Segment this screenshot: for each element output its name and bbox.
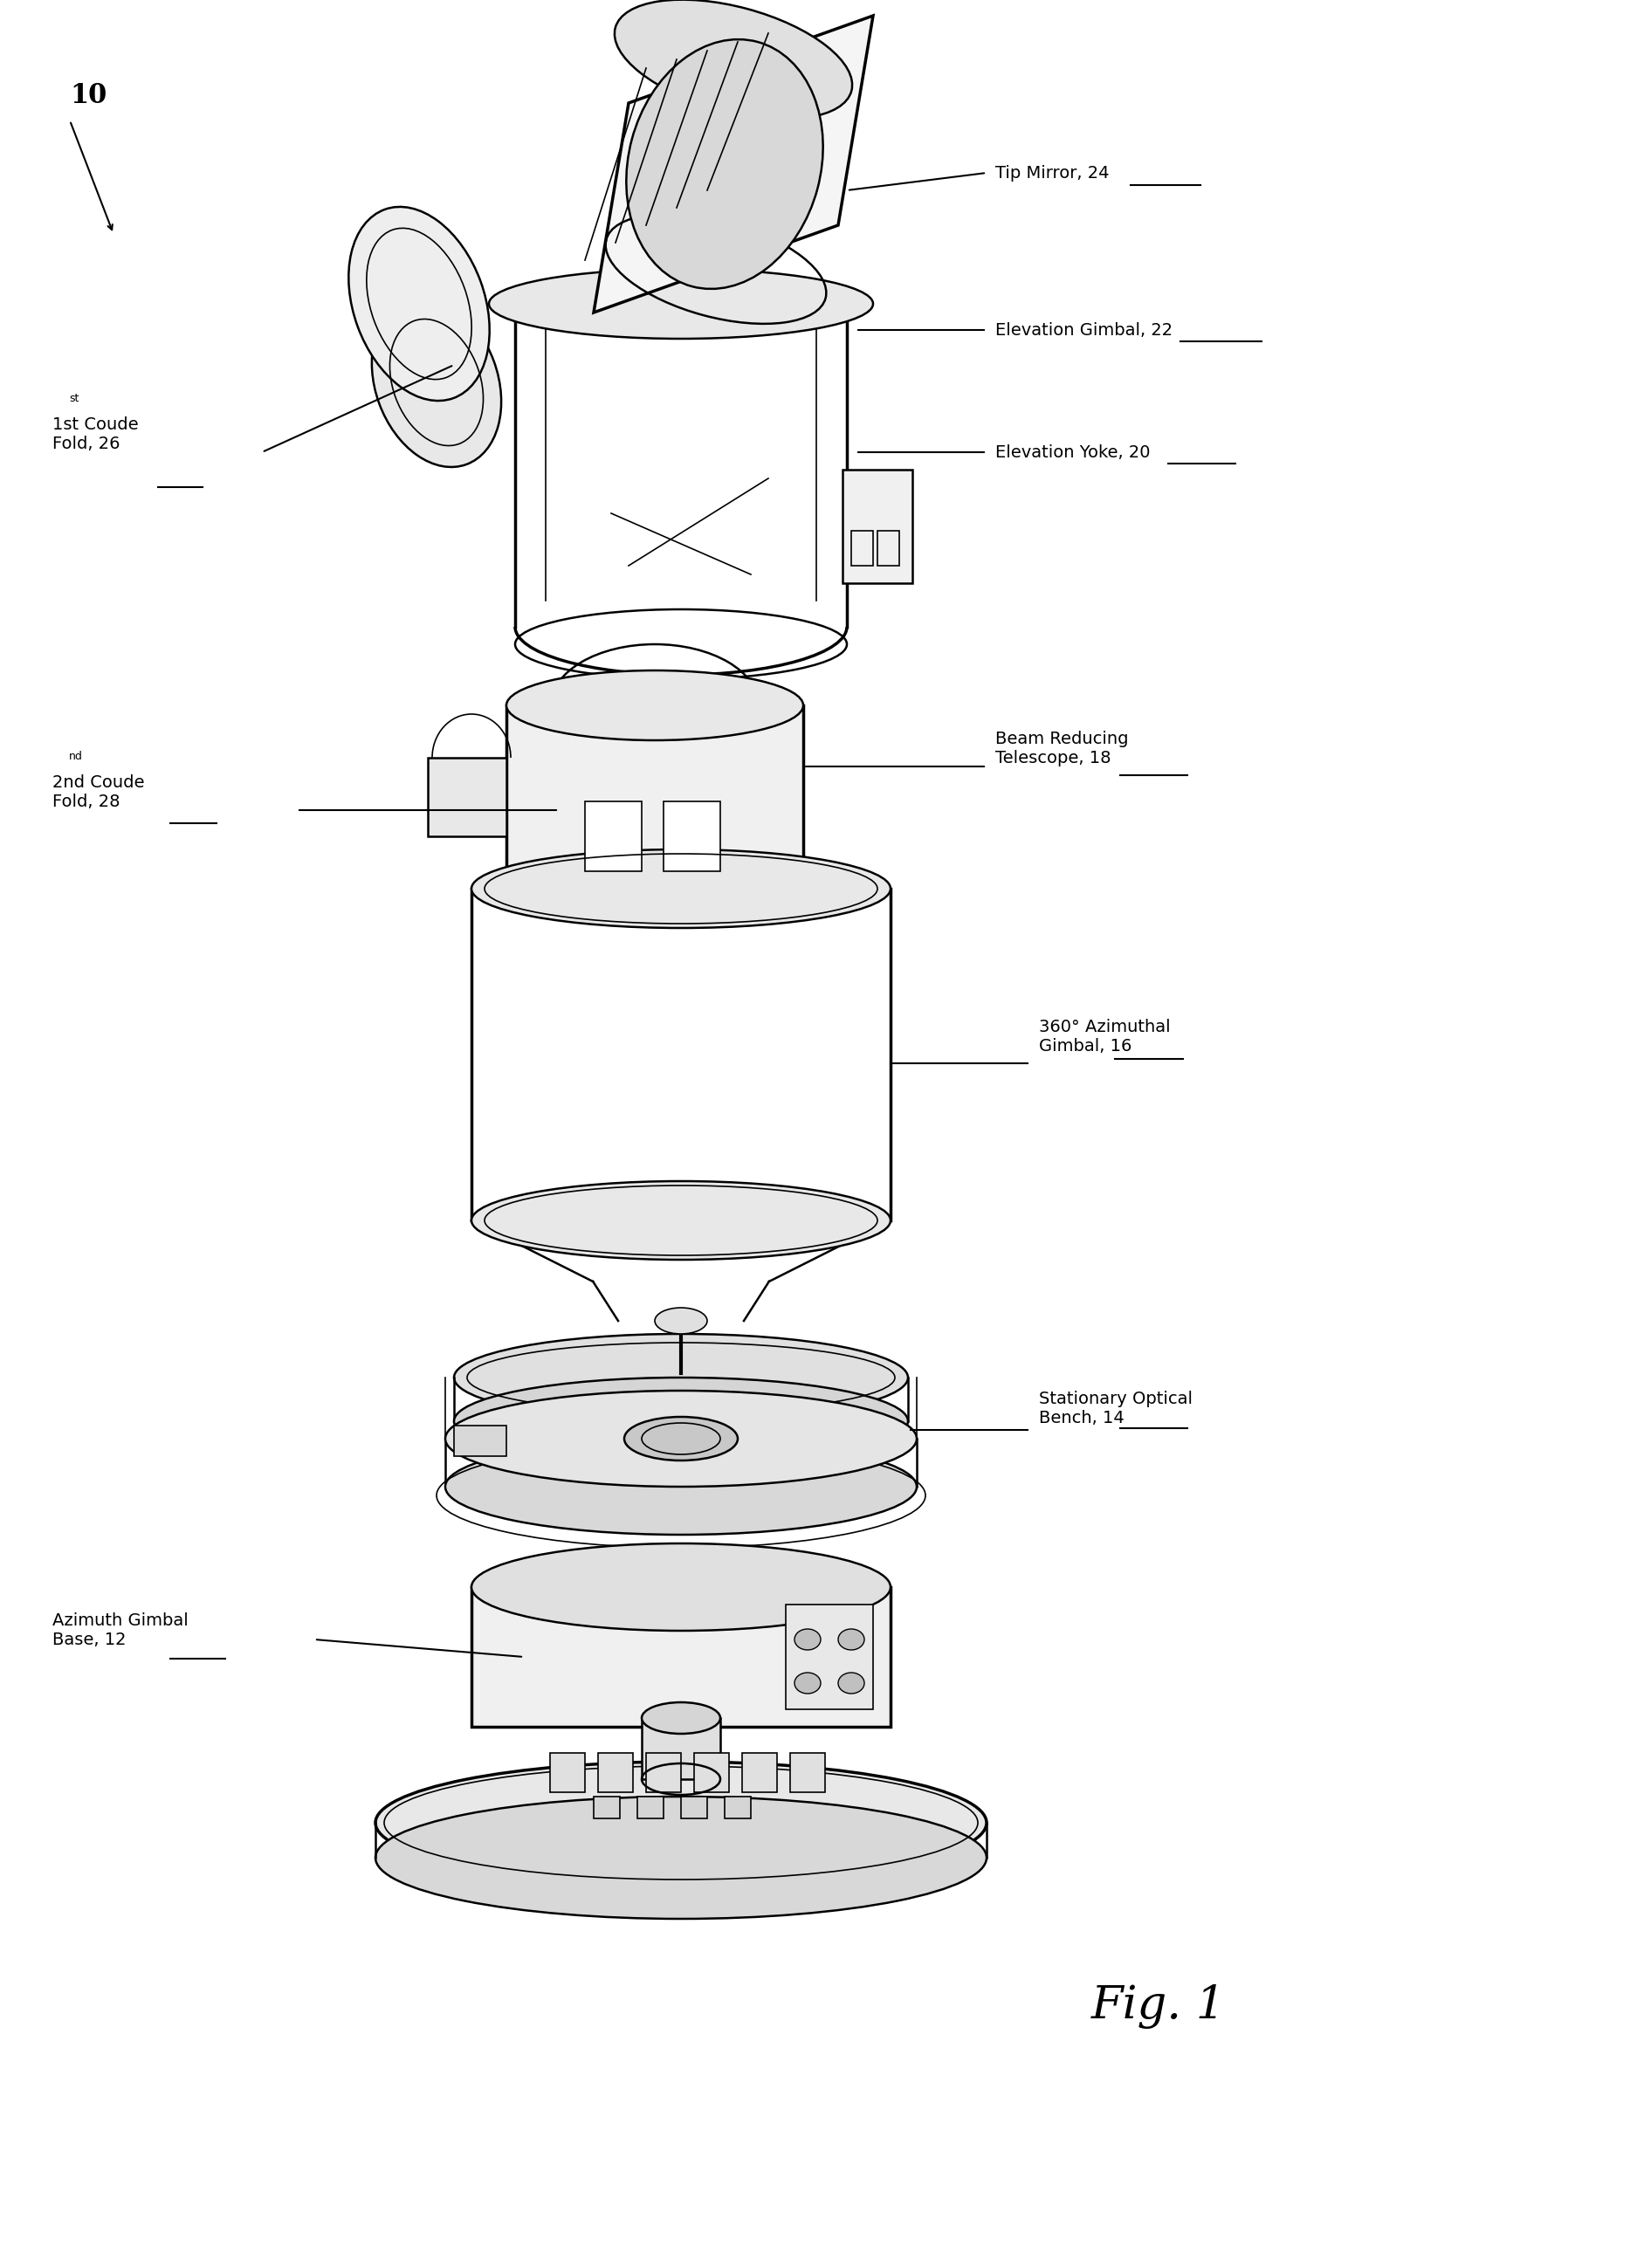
Bar [647, 1753, 681, 1792]
Text: 10: 10 [70, 82, 106, 109]
Bar [877, 531, 899, 565]
Ellipse shape [453, 1377, 909, 1465]
Ellipse shape [372, 297, 501, 467]
Ellipse shape [624, 1418, 738, 1461]
Text: Fig. 1: Fig. 1 [1092, 1984, 1226, 2028]
Ellipse shape [794, 1672, 820, 1694]
Ellipse shape [471, 850, 891, 928]
Bar [681, 1796, 707, 1819]
Ellipse shape [471, 1182, 891, 1259]
Bar [725, 1796, 751, 1819]
Text: 1st Coude
Fold, 26: 1st Coude Fold, 26 [52, 417, 139, 454]
Ellipse shape [349, 206, 489, 401]
Ellipse shape [794, 1628, 820, 1649]
Bar [786, 1603, 873, 1710]
Bar [598, 1753, 634, 1792]
Bar [550, 1753, 584, 1792]
Ellipse shape [445, 1438, 917, 1535]
Text: Elevation Gimbal, 22: Elevation Gimbal, 22 [995, 322, 1172, 338]
Text: Stationary Optical
Bench, 14: Stationary Optical Bench, 14 [1039, 1390, 1193, 1427]
Ellipse shape [614, 0, 853, 118]
Bar [594, 1796, 620, 1819]
Ellipse shape [642, 1703, 720, 1733]
Ellipse shape [375, 1796, 987, 1919]
Ellipse shape [838, 1672, 864, 1694]
Bar [663, 801, 720, 871]
Bar [506, 705, 804, 898]
Text: Elevation Yoke, 20: Elevation Yoke, 20 [995, 445, 1151, 460]
Bar [642, 1719, 720, 1778]
Text: nd: nd [69, 751, 83, 762]
Text: 360° Azimuthal
Gimbal, 16: 360° Azimuthal Gimbal, 16 [1039, 1018, 1170, 1055]
Polygon shape [594, 16, 873, 313]
Bar [453, 1427, 506, 1456]
Bar [742, 1753, 778, 1792]
Ellipse shape [655, 1309, 707, 1334]
Bar [584, 801, 642, 871]
Text: 2nd Coude
Fold, 28: 2nd Coude Fold, 28 [52, 776, 144, 810]
Ellipse shape [506, 671, 804, 739]
Bar [791, 1753, 825, 1792]
Bar [851, 531, 873, 565]
Ellipse shape [627, 39, 823, 288]
Ellipse shape [489, 270, 873, 338]
Ellipse shape [453, 1334, 909, 1422]
Text: Tip Mirror, 24: Tip Mirror, 24 [995, 166, 1110, 181]
Text: st: st [69, 392, 79, 404]
Ellipse shape [445, 1390, 917, 1488]
Bar [694, 1753, 728, 1792]
Ellipse shape [375, 1762, 987, 1885]
Bar [427, 758, 506, 837]
Ellipse shape [838, 1628, 864, 1649]
Bar [471, 1588, 891, 1726]
Text: Azimuth Gimbal
Base, 12: Azimuth Gimbal Base, 12 [52, 1613, 188, 1649]
Bar [637, 1796, 663, 1819]
Bar [843, 469, 912, 583]
Ellipse shape [471, 1545, 891, 1631]
Text: Beam Reducing
Telescope, 18: Beam Reducing Telescope, 18 [995, 730, 1128, 767]
